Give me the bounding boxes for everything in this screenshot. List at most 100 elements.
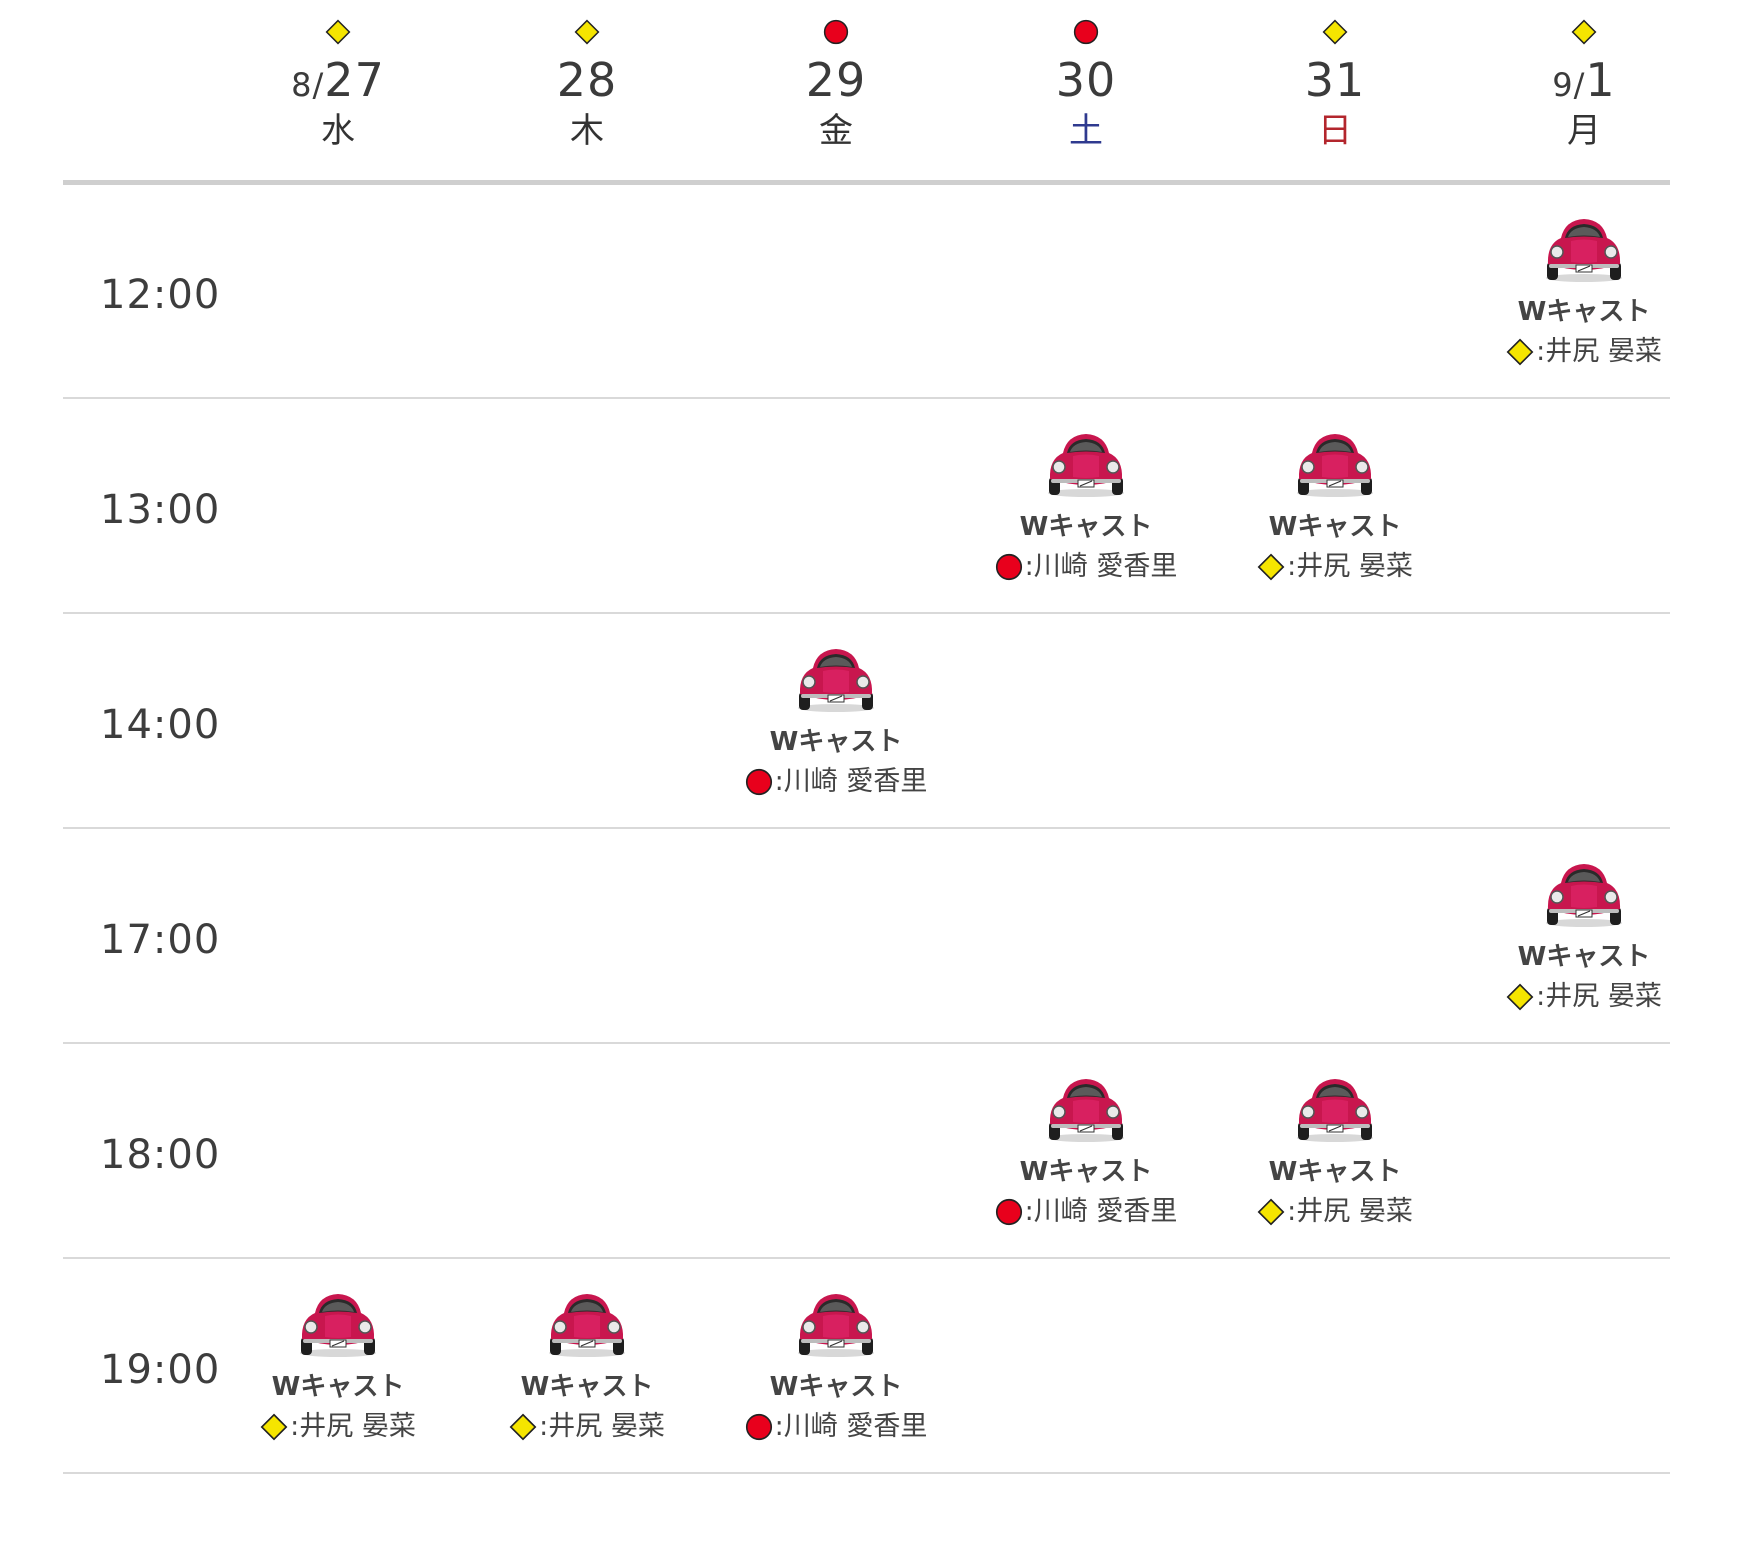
circle-mark-icon	[995, 1198, 1023, 1226]
cast-member-line: :川崎 愛香里	[706, 1409, 966, 1445]
header-divider	[63, 180, 1670, 185]
day-number: 27	[324, 53, 385, 107]
red-beetle-car-icon	[1541, 214, 1627, 284]
performance-slot[interactable]: Wキャスト :井尻 晏菜	[1205, 1074, 1465, 1234]
cast-member-name: :川崎 愛香里	[774, 766, 928, 797]
day-number: 1	[1585, 53, 1616, 107]
diamond-mark-icon	[1506, 338, 1534, 366]
row-divider	[63, 827, 1670, 829]
cast-member-line: :井尻 晏菜	[1454, 979, 1714, 1015]
cast-member-name: :井尻 晏菜	[1287, 551, 1413, 582]
weekday-label: 木	[570, 111, 604, 151]
time-slot-label: 17:00	[100, 917, 221, 963]
cast-type-label: Wキャスト	[769, 1372, 903, 1402]
cast-member-line: :井尻 晏菜	[1454, 334, 1714, 370]
row-divider	[63, 1257, 1670, 1259]
date-label: 29	[716, 52, 956, 113]
performance-slot[interactable]: Wキャスト :井尻 晏菜	[1454, 859, 1714, 1019]
cast-member-line: :川崎 愛香里	[706, 764, 966, 800]
time-slot-label: 18:00	[100, 1132, 221, 1178]
cast-member-name: :井尻 晏菜	[1536, 336, 1662, 367]
performance-slot[interactable]: Wキャスト :井尻 晏菜	[457, 1289, 717, 1449]
performance-slot[interactable]: Wキャスト :川崎 愛香里	[956, 429, 1216, 589]
cast-member-name: :井尻 晏菜	[1536, 981, 1662, 1012]
diamond-mark-icon	[1215, 14, 1455, 50]
performance-slot[interactable]: Wキャスト :川崎 愛香里	[956, 1074, 1216, 1234]
cast-member-line: :川崎 愛香里	[956, 1194, 1216, 1230]
cast-type-label: Wキャスト	[271, 1372, 405, 1402]
cast-member-line: :川崎 愛香里	[956, 549, 1216, 585]
red-beetle-car-icon	[1292, 1074, 1378, 1144]
day-number: 31	[1304, 53, 1366, 107]
date-label: 8/27	[218, 52, 458, 113]
performance-slot[interactable]: Wキャスト :川崎 愛香里	[706, 1289, 966, 1449]
red-beetle-car-icon	[1043, 1074, 1129, 1144]
weekday-label: 月	[1567, 111, 1601, 151]
diamond-mark-icon	[1257, 553, 1285, 581]
time-slot-label: 12:00	[100, 272, 221, 318]
weekday-label: 土	[1069, 111, 1103, 151]
row-divider	[63, 397, 1670, 399]
cast-member-name: :井尻 晏菜	[1287, 1196, 1413, 1227]
time-slot-label: 13:00	[100, 487, 221, 533]
red-beetle-car-icon	[1292, 429, 1378, 499]
cast-member-line: :井尻 晏菜	[208, 1409, 468, 1445]
cast-member-name: :井尻 晏菜	[290, 1411, 416, 1442]
month-prefix: 9/	[1552, 66, 1586, 104]
diamond-mark-icon	[509, 1413, 537, 1441]
performance-slot[interactable]: Wキャスト :井尻 晏菜	[1454, 214, 1714, 374]
time-slot-label: 14:00	[100, 702, 221, 748]
cast-type-label: Wキャスト	[1517, 942, 1651, 972]
circle-mark-icon	[745, 1413, 773, 1441]
red-beetle-car-icon	[1541, 859, 1627, 929]
day-number: 30	[1055, 53, 1117, 107]
cast-member-line: :井尻 晏菜	[457, 1409, 717, 1445]
cast-type-label: Wキャスト	[769, 727, 903, 757]
circle-mark-icon	[995, 553, 1023, 581]
diamond-mark-icon	[1464, 14, 1704, 50]
cast-type-label: Wキャスト	[1517, 297, 1651, 327]
circle-mark-icon	[716, 14, 956, 50]
diamond-mark-icon	[1506, 983, 1534, 1011]
diamond-mark-icon	[1257, 1198, 1285, 1226]
circle-mark-icon	[745, 768, 773, 796]
day-number: 29	[805, 53, 867, 107]
date-label: 9/1	[1464, 52, 1704, 113]
performance-slot[interactable]: Wキャスト :川崎 愛香里	[706, 644, 966, 804]
row-divider	[63, 1472, 1670, 1474]
weekday-label: 日	[1318, 111, 1352, 151]
weekday-label: 水	[321, 111, 355, 151]
date-label: 30	[966, 52, 1206, 113]
red-beetle-car-icon	[544, 1289, 630, 1359]
performance-slot[interactable]: Wキャスト :井尻 晏菜	[1205, 429, 1465, 589]
cast-member-name: :川崎 愛香里	[1024, 551, 1178, 582]
diamond-mark-icon	[260, 1413, 288, 1441]
red-beetle-car-icon	[295, 1289, 381, 1359]
cast-type-label: Wキャスト	[1268, 512, 1402, 542]
row-divider	[63, 1042, 1670, 1044]
cast-type-label: Wキャスト	[1019, 1157, 1153, 1187]
cast-type-label: Wキャスト	[1019, 512, 1153, 542]
circle-mark-icon	[966, 14, 1206, 50]
cast-member-name: :川崎 愛香里	[1024, 1196, 1178, 1227]
red-beetle-car-icon	[1043, 429, 1129, 499]
cast-member-line: :井尻 晏菜	[1205, 1194, 1465, 1230]
day-number: 28	[556, 53, 618, 107]
red-beetle-car-icon	[793, 644, 879, 714]
cast-member-name: :井尻 晏菜	[539, 1411, 665, 1442]
cast-member-name: :川崎 愛香里	[774, 1411, 928, 1442]
weekday-label: 金	[819, 111, 853, 151]
performance-slot[interactable]: Wキャスト :井尻 晏菜	[208, 1289, 468, 1449]
cast-type-label: Wキャスト	[1268, 1157, 1402, 1187]
cast-type-label: Wキャスト	[520, 1372, 654, 1402]
diamond-mark-icon	[467, 14, 707, 50]
date-label: 28	[467, 52, 707, 113]
diamond-mark-icon	[218, 14, 458, 50]
date-label: 31	[1215, 52, 1455, 113]
row-divider	[63, 612, 1670, 614]
month-prefix: 8/	[291, 66, 325, 104]
time-slot-label: 19:00	[100, 1347, 221, 1393]
cast-member-line: :井尻 晏菜	[1205, 549, 1465, 585]
red-beetle-car-icon	[793, 1289, 879, 1359]
